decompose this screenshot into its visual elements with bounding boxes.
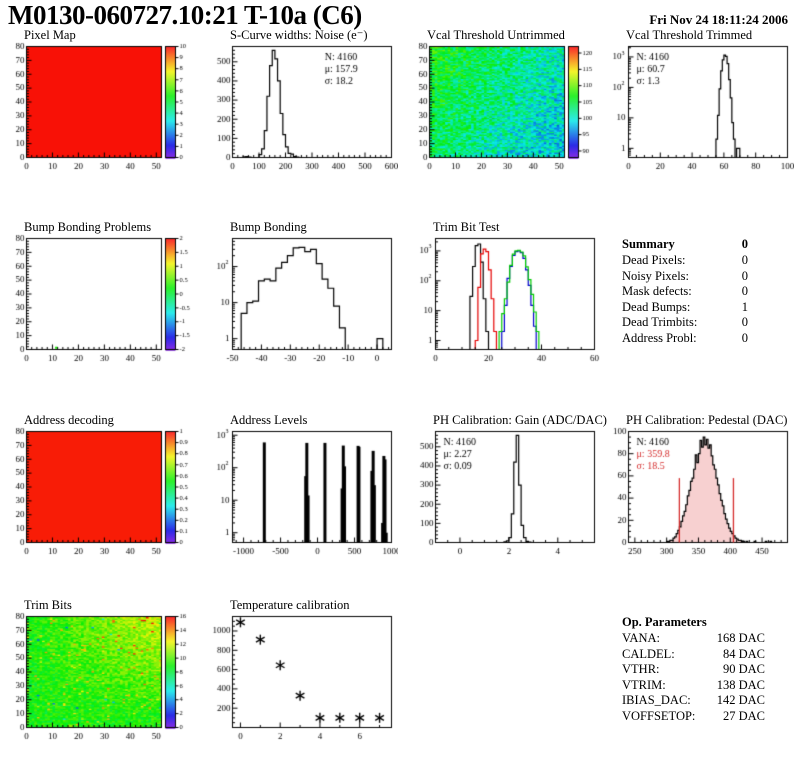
summary-row-label: Dead Bumps: bbox=[622, 299, 691, 314]
address-levels-title: Address Levels bbox=[230, 413, 308, 427]
vcal-untrimmed-panel: Vcal Threshold Untrimmed bbox=[405, 29, 601, 170]
pixel-map-title: Pixel Map bbox=[24, 28, 76, 42]
summary-row: Noisy Pixels: 0 bbox=[622, 269, 748, 285]
bump-bonding-problems-title: Bump Bonding Problems bbox=[24, 220, 152, 234]
address-decoding-chart bbox=[2, 427, 198, 555]
summary-header: Summary 0 bbox=[622, 236, 748, 253]
summary-row: Dead Bumps: 1 bbox=[622, 300, 748, 316]
op-parameter-value: 142 DAC bbox=[716, 693, 765, 707]
summary-row-label: Noisy Pixels: bbox=[622, 268, 690, 283]
bump-bonding-title: Bump Bonding bbox=[230, 220, 307, 234]
summary-row-value: 0 bbox=[741, 253, 748, 267]
op-parameter-row: VANA: 168 DAC bbox=[622, 631, 765, 647]
ph-pedestal-panel: PH Calibration: Pedestal (DAC) bbox=[598, 414, 794, 555]
vcal-untrimmed-title: Vcal Threshold Untrimmed bbox=[427, 28, 565, 42]
scurve-noise-title: S-Curve widths: Noise (e⁻) bbox=[230, 28, 368, 42]
op-parameter-label: CALDEL: bbox=[622, 646, 675, 661]
vcal-untrimmed-chart bbox=[405, 42, 601, 170]
trim-bit-test-panel: Trim Bit Test bbox=[405, 221, 601, 362]
summary-row: Address Probl: 0 bbox=[622, 331, 748, 347]
page-title: M0130-060727.10:21 T-10a (C6) bbox=[8, 0, 362, 30]
op-parameter-row: IBIAS_DAC: 142 DAC bbox=[622, 693, 765, 709]
trim-bit-test-title: Trim Bit Test bbox=[433, 220, 500, 234]
op-parameters-header: Op. Parameters bbox=[622, 614, 765, 631]
summary-row-label: Dead Trimbits: bbox=[622, 315, 698, 329]
summary-row: Mask defects: 0 bbox=[622, 284, 748, 300]
scurve-noise-chart bbox=[202, 42, 398, 170]
summary-row-label: Mask defects: bbox=[622, 284, 692, 298]
temperature-calibration-title: Temperature calibration bbox=[230, 598, 350, 612]
vcal-trimmed-chart bbox=[598, 42, 794, 170]
bump-bonding-panel: Bump Bonding bbox=[202, 221, 398, 362]
summary-row: Dead Pixels: 0 bbox=[622, 253, 748, 269]
address-levels-panel: Address Levels bbox=[202, 414, 398, 555]
op-parameter-row: VOFFSETOP: 27 DAC bbox=[622, 709, 765, 725]
ph-gain-title: PH Calibration: Gain (ADC/DAC) bbox=[433, 413, 607, 427]
bump-bonding-problems-panel: Bump Bonding Problems bbox=[2, 221, 198, 362]
trim-bits-chart bbox=[2, 612, 198, 740]
bump-bonding-chart bbox=[202, 234, 398, 362]
summary-value: 0 bbox=[741, 237, 748, 251]
pixel-map-chart bbox=[2, 42, 198, 170]
op-parameter-row: VTRIM: 138 DAC bbox=[622, 678, 765, 694]
pixel-map-panel: Pixel Map bbox=[2, 29, 198, 170]
address-decoding-panel: Address decoding bbox=[2, 414, 198, 555]
ph-pedestal-title: PH Calibration: Pedestal (DAC) bbox=[626, 413, 788, 427]
ph-gain-chart bbox=[405, 427, 601, 555]
op-parameter-row: CALDEL: 84 DAC bbox=[622, 647, 765, 663]
summary-row-value: 0 bbox=[741, 330, 748, 345]
op-parameter-label: VOFFSETOP: bbox=[622, 708, 696, 723]
summary-row-value: 1 bbox=[741, 299, 748, 314]
temperature-calibration-chart bbox=[202, 612, 398, 740]
trim-bit-test-chart bbox=[405, 234, 601, 362]
summary-row-value: 0 bbox=[741, 284, 748, 298]
op-parameter-value: 27 DAC bbox=[722, 708, 765, 723]
op-parameter-label: IBIAS_DAC: bbox=[622, 693, 691, 707]
summary-row-value: 0 bbox=[741, 268, 748, 283]
op-parameter-row: VTHR: 90 DAC bbox=[622, 662, 765, 678]
summary-row-value: 0 bbox=[741, 315, 748, 329]
op-parameter-value: 84 DAC bbox=[722, 646, 765, 661]
op-parameter-label: VTRIM: bbox=[622, 677, 666, 692]
temperature-calibration-panel: Temperature calibration bbox=[202, 599, 398, 740]
summary-row-label: Address Probl: bbox=[622, 330, 697, 345]
address-decoding-title: Address decoding bbox=[24, 413, 114, 427]
ph-pedestal-chart bbox=[598, 427, 794, 555]
vcal-trimmed-panel: Vcal Threshold Trimmed bbox=[598, 29, 794, 170]
op-parameter-value: 138 DAC bbox=[716, 677, 765, 692]
scurve-noise-panel: S-Curve widths: Noise (e⁻) bbox=[202, 29, 398, 170]
op-parameter-value: 90 DAC bbox=[722, 662, 765, 676]
summary-row-label: Dead Pixels: bbox=[622, 253, 686, 267]
summary-title: Summary bbox=[622, 237, 675, 251]
bump-bonding-problems-chart bbox=[2, 234, 198, 362]
timestamp: Fri Nov 24 18:11:24 2006 bbox=[649, 12, 788, 27]
trim-bits-panel: Trim Bits bbox=[2, 599, 198, 740]
op-parameters-block: Op. Parameters VANA: 168 DAC CALDEL: 84 DA… bbox=[622, 614, 765, 724]
op-parameter-label: VANA: bbox=[622, 631, 660, 645]
vcal-trimmed-title: Vcal Threshold Trimmed bbox=[626, 28, 753, 42]
ph-gain-panel: PH Calibration: Gain (ADC/DAC) bbox=[405, 413, 607, 555]
op-parameter-value: 168 DAC bbox=[716, 631, 765, 645]
op-parameters-title: Op. Parameters bbox=[622, 615, 707, 629]
summary-row: Dead Trimbits: 0 bbox=[622, 315, 748, 331]
trim-bits-title: Trim Bits bbox=[24, 598, 72, 612]
op-parameter-label: VTHR: bbox=[622, 662, 660, 676]
summary-block: Summary 0 Dead Pixels: 0 Noisy Pixels: 0 M… bbox=[622, 236, 748, 346]
address-levels-chart bbox=[202, 427, 398, 555]
